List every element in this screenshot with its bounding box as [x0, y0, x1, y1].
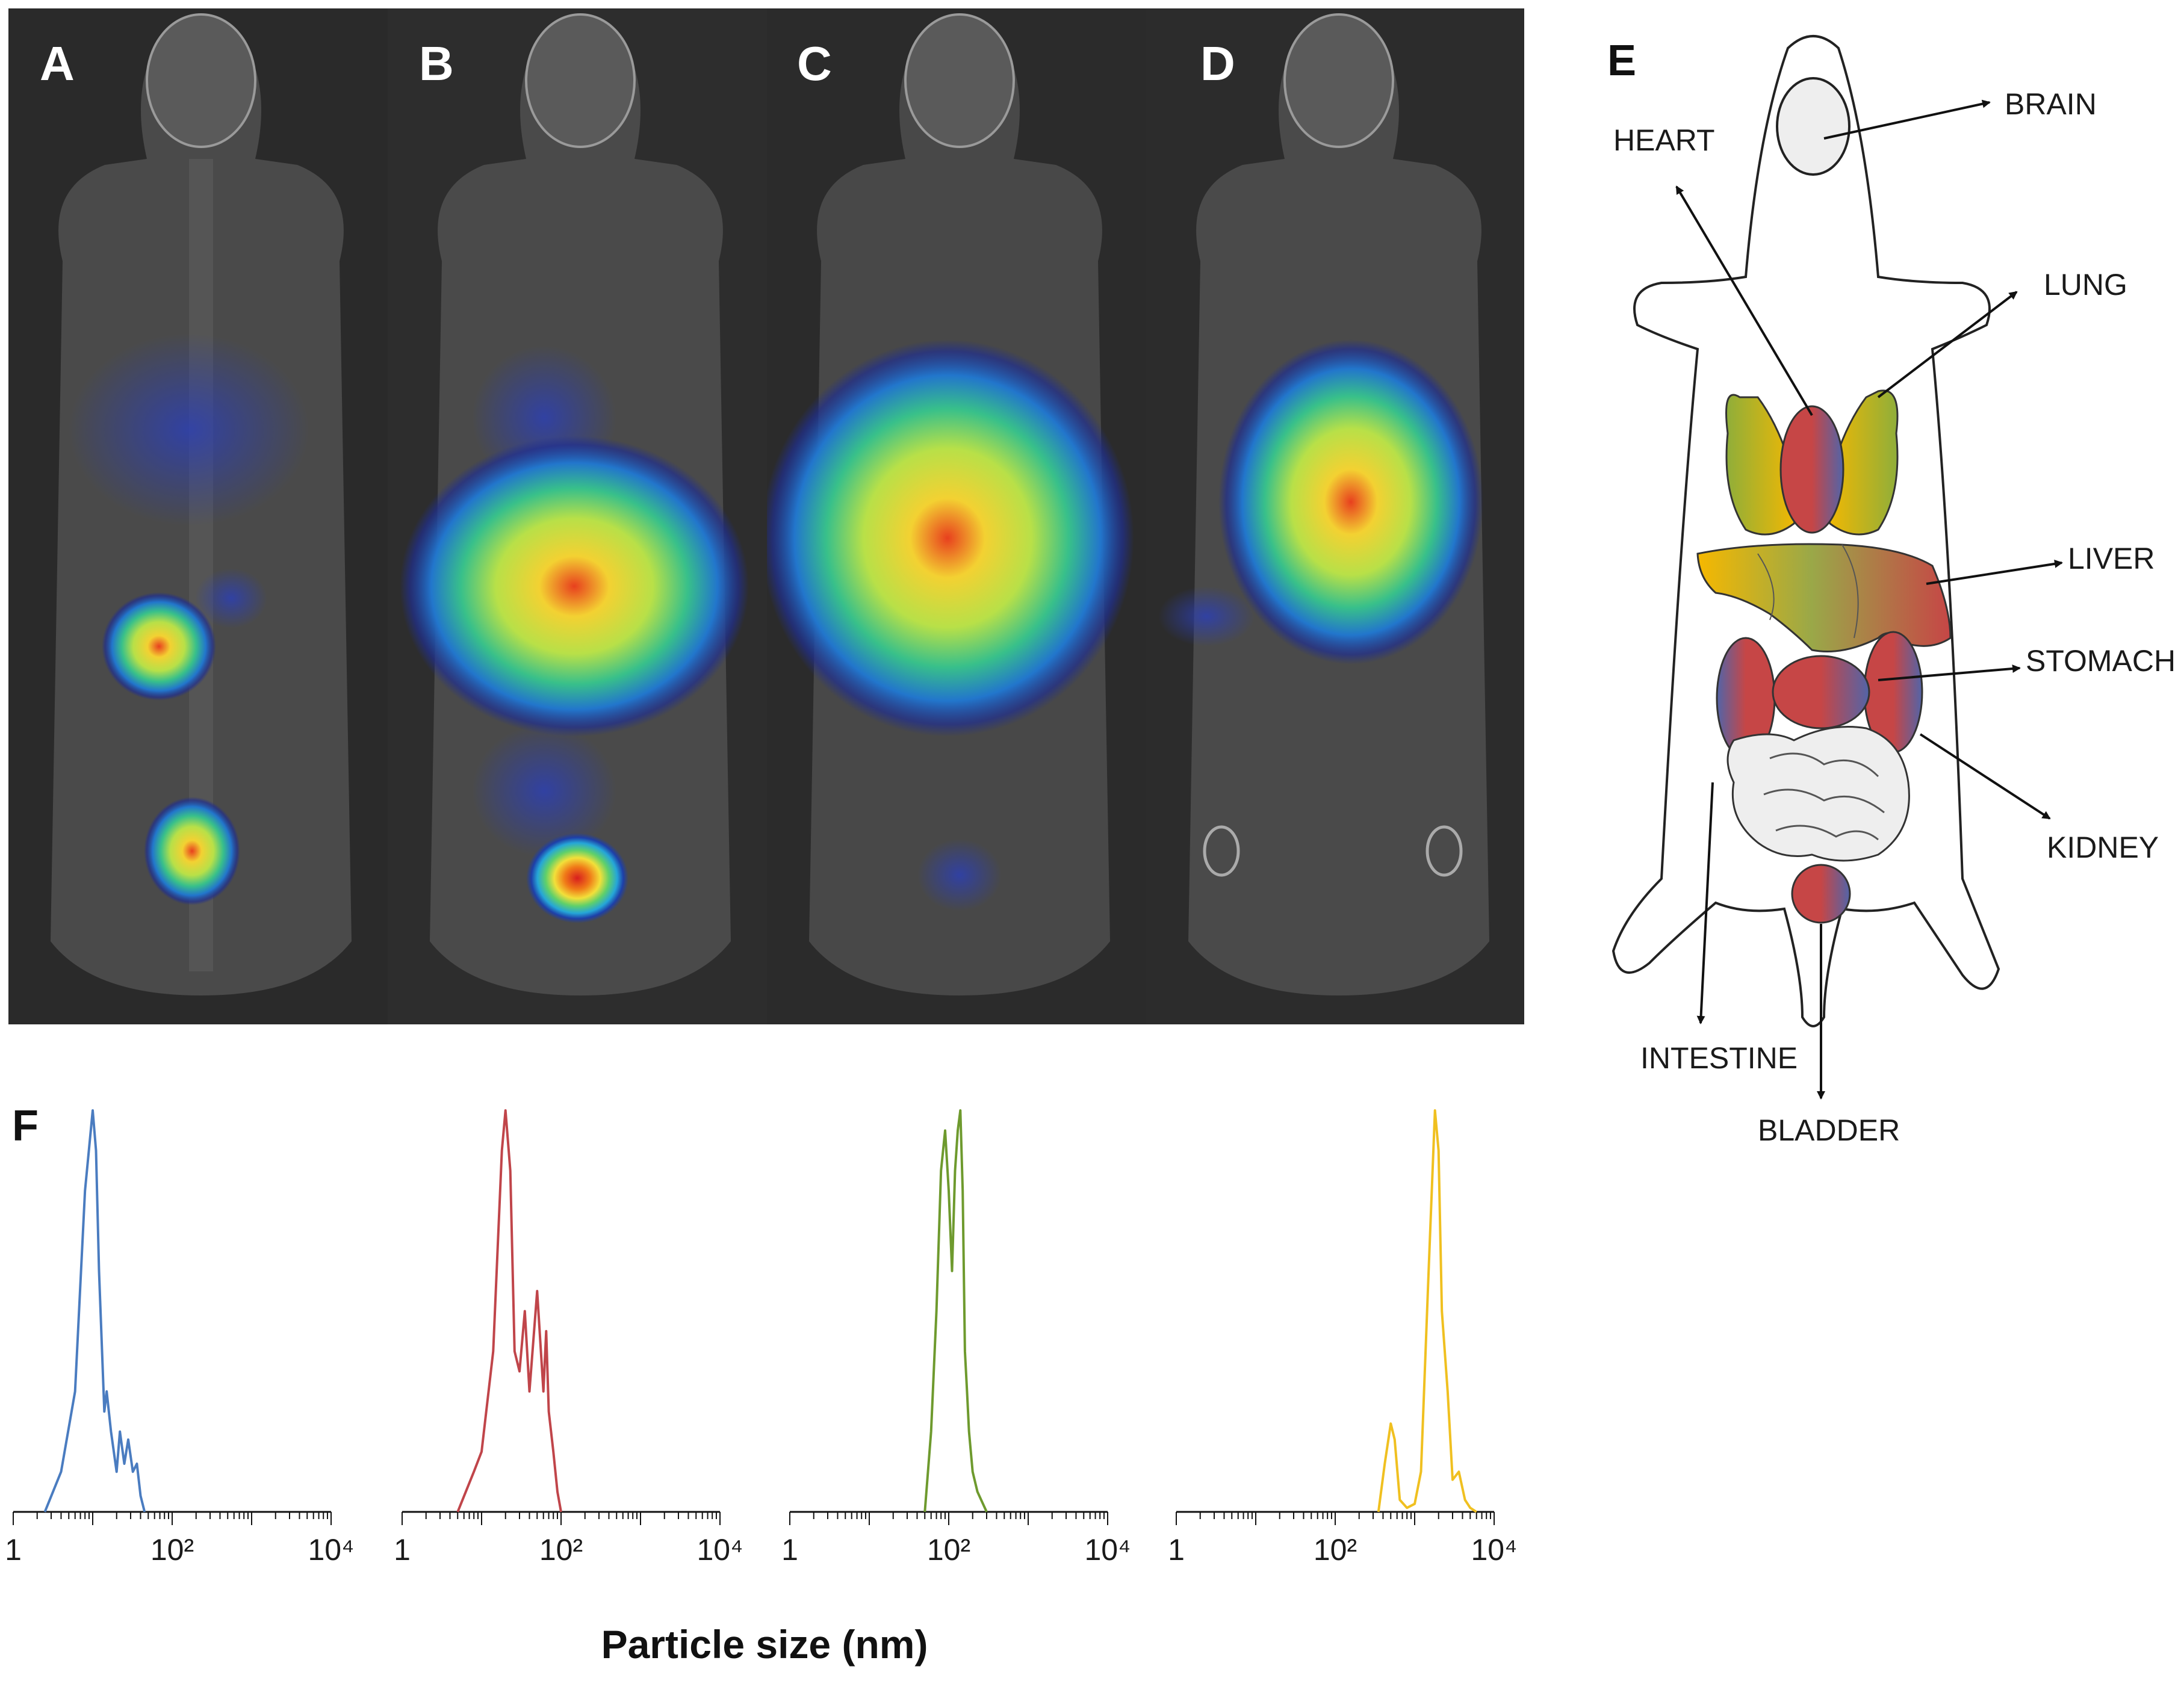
- chart-3-tick-label: 1: [781, 1533, 798, 1567]
- panel-letter-c: C: [797, 37, 832, 90]
- label-bladder: BLADDER: [1758, 1113, 1900, 1147]
- label-intestine: INTESTINE: [1640, 1041, 1798, 1075]
- scan-d-image: [1146, 8, 1524, 1024]
- scan-panel-d: [1146, 8, 1524, 1024]
- chart-2-tick-label: 10⁴: [696, 1533, 743, 1567]
- label-lung: LUNG: [2044, 268, 2127, 302]
- panel-letter-a: A: [40, 37, 75, 90]
- label-kidney: KIDNEY: [2047, 831, 2159, 864]
- pet-ct-scan-strip: A B C D: [8, 8, 1524, 1024]
- chart-4-tick-label: 1: [1168, 1533, 1185, 1567]
- chart-4-series-line: [1377, 1109, 1477, 1513]
- x-axis-title: Particle size (nm): [601, 1622, 928, 1667]
- brain-organ: [1776, 77, 1851, 176]
- chart-4-tick-label: 10²: [1314, 1533, 1357, 1567]
- mouse-anatomy-diagram: E BRAIN HEART LUNG LIVER STOMACH KIDNEY …: [1607, 35, 2176, 1147]
- panel-letter-f: F: [12, 1102, 39, 1150]
- chart-2-tick-label: 10²: [539, 1533, 583, 1567]
- chart-3-tick-label: 10²: [927, 1533, 970, 1567]
- label-brain: BRAIN: [2005, 87, 2097, 121]
- label-liver: LIVER: [2068, 542, 2155, 575]
- panel-letter-e: E: [1607, 37, 1636, 85]
- stomach-organ: [1772, 655, 1870, 729]
- chart-1-tick-label: 1: [5, 1533, 22, 1567]
- label-heart: HEART: [1613, 123, 1715, 157]
- chart-1-series-line: [43, 1109, 146, 1512]
- scan-b-image: [388, 8, 767, 1024]
- chart-3-series-line: [923, 1109, 988, 1512]
- scan-a-image: [8, 8, 388, 1024]
- panel-letter-d: D: [1200, 37, 1235, 90]
- chart-2-tick-label: 1: [394, 1533, 411, 1567]
- panel-letter-b: B: [419, 37, 454, 90]
- chart-3-tick-label: 10⁴: [1084, 1533, 1131, 1567]
- chart-1-tick-label: 10⁴: [308, 1533, 354, 1567]
- chart-1-tick-label: 10²: [150, 1533, 194, 1567]
- intestine-organ: [1726, 726, 1910, 862]
- scan-panel-c: [767, 8, 1146, 1024]
- particle-size-charts: F 1 10² 10⁴ 1 10² 10⁴ 1 10² 10⁴ 1 10² 10⁴ Particle …: [5, 1102, 1517, 1667]
- scan-panel-b: [388, 8, 767, 1024]
- heart-organ: [1779, 405, 1844, 534]
- scan-c-image: [767, 8, 1146, 1024]
- label-stomach: STOMACH: [2026, 644, 2176, 678]
- chart-4-tick-label: 10⁴: [1471, 1533, 1517, 1567]
- bladder-organ: [1791, 864, 1851, 924]
- scan-panel-a: [8, 8, 388, 1024]
- chart-2-series-line: [456, 1109, 562, 1512]
